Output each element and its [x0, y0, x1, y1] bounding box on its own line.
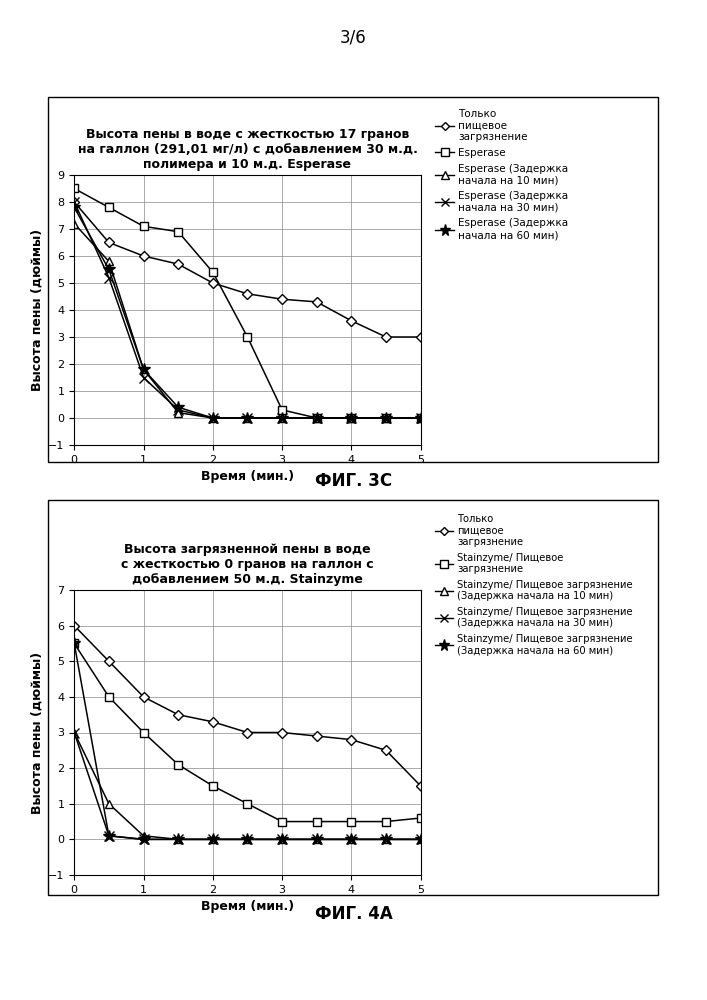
Text: ФИГ. 4А: ФИГ. 4А — [315, 905, 392, 923]
Y-axis label: Высота пены (дюймы): Высота пены (дюймы) — [31, 229, 44, 391]
Text: ФИГ. 3С: ФИГ. 3С — [315, 472, 392, 490]
X-axis label: Время (мин.): Время (мин.) — [201, 470, 294, 483]
Legend: Только
пищевое
загрязнение, Stainzyme/ Пищевое
загрязнение, Stainzyme/ Пищевое з: Только пищевое загрязнение, Stainzyme/ П… — [431, 510, 637, 660]
Title: Высота загрязненной пены в воде
с жесткостью 0 гранов на галлон с
добавлением 50: Высота загрязненной пены в воде с жестко… — [121, 543, 374, 586]
Y-axis label: Высота пены (дюймы): Высота пены (дюймы) — [31, 651, 44, 814]
Text: 3/6: 3/6 — [340, 28, 367, 46]
Title: Высота пены в воде с жесткостью 17 гранов
на галлон (291,01 мг/л) с добавлением : Высота пены в воде с жесткостью 17 грано… — [78, 128, 417, 171]
Legend: Только
пищевое
загрязнение, Esperase, Esperase (Задержка
начала на 10 мин), Espe: Только пищевое загрязнение, Esperase, Es… — [431, 105, 573, 244]
X-axis label: Время (мин.): Время (мин.) — [201, 900, 294, 913]
